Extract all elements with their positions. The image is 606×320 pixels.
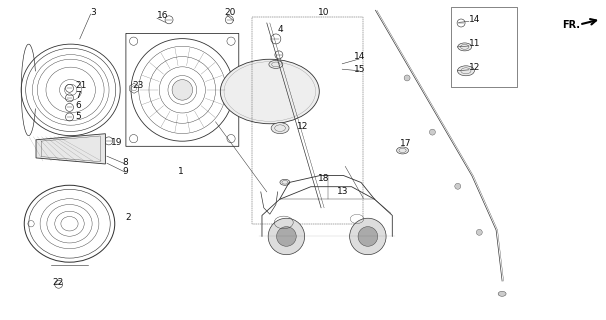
Ellipse shape <box>271 123 289 134</box>
Polygon shape <box>36 134 105 164</box>
Circle shape <box>172 80 193 100</box>
Ellipse shape <box>458 43 471 51</box>
Ellipse shape <box>458 66 474 76</box>
Ellipse shape <box>280 179 290 185</box>
Text: 5: 5 <box>75 112 81 121</box>
Text: 19: 19 <box>111 138 122 147</box>
Text: 21: 21 <box>75 81 86 90</box>
Ellipse shape <box>498 291 506 296</box>
Text: 7: 7 <box>75 91 81 100</box>
Text: 3: 3 <box>91 8 96 17</box>
Text: 9: 9 <box>122 167 128 176</box>
Text: 6: 6 <box>75 101 81 110</box>
Circle shape <box>404 75 410 81</box>
Text: 10: 10 <box>318 8 329 17</box>
Text: 22: 22 <box>53 278 64 287</box>
Text: FR.: FR. <box>562 20 581 29</box>
Ellipse shape <box>221 59 319 124</box>
Ellipse shape <box>269 60 283 68</box>
Bar <box>251 17 364 224</box>
Text: 12: 12 <box>297 122 308 131</box>
Circle shape <box>276 227 296 246</box>
Text: 4: 4 <box>278 25 283 34</box>
Circle shape <box>454 183 461 189</box>
Text: 23: 23 <box>133 81 144 90</box>
Bar <box>451 7 517 87</box>
Text: 14: 14 <box>354 52 365 61</box>
Text: 18: 18 <box>318 174 329 183</box>
Circle shape <box>476 229 482 235</box>
Circle shape <box>268 218 305 255</box>
Ellipse shape <box>396 147 408 154</box>
Text: 2: 2 <box>125 213 131 222</box>
Text: 20: 20 <box>225 8 236 17</box>
Text: 13: 13 <box>337 187 348 196</box>
Text: 16: 16 <box>157 12 168 20</box>
Text: 8: 8 <box>122 158 128 167</box>
Text: 15: 15 <box>354 65 365 74</box>
Text: 17: 17 <box>400 139 411 148</box>
Circle shape <box>358 227 378 246</box>
Text: 12: 12 <box>469 63 481 72</box>
Circle shape <box>350 218 386 255</box>
Text: 11: 11 <box>469 39 481 48</box>
Text: 14: 14 <box>469 15 481 24</box>
Circle shape <box>430 129 435 135</box>
Text: 1: 1 <box>178 167 184 176</box>
